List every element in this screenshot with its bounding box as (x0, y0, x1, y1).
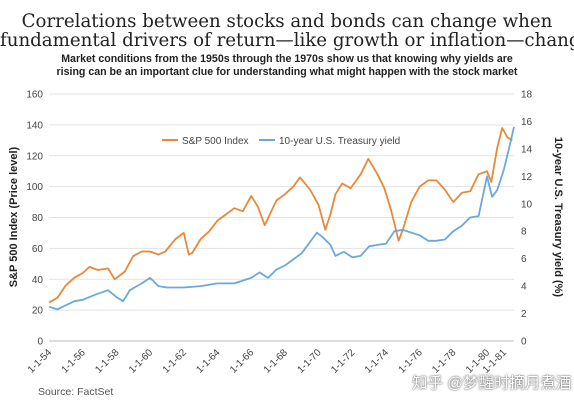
left-tick-label: 120 (26, 151, 43, 162)
x-tick-label: 1-1-74 (363, 347, 392, 376)
chart-title-line-1: Correlations between stocks and bonds ca… (21, 11, 553, 32)
right-tick-label: 4 (521, 282, 527, 293)
right-tick-label: 8 (521, 227, 527, 238)
legend-label-treasury: 10-year U.S. Treasury yield (279, 136, 400, 147)
left-tick-label: 20 (32, 306, 44, 317)
left-axis-ticks: 0 20 40 60 80 100 120 140 160 (26, 90, 43, 348)
left-tick-label: 40 (32, 275, 44, 286)
legend-label-sp500: S&P 500 Index (182, 136, 249, 147)
right-axis-ticks: 0 2 4 6 8 10 12 14 16 18 (521, 90, 533, 348)
right-axis-label: 10-year U.S. Treasury yield (%) (552, 137, 564, 298)
right-tick-label: 2 (521, 309, 527, 320)
right-tick-label: 16 (521, 117, 533, 128)
right-tick-label: 18 (521, 90, 533, 101)
watermark: 知乎 @梦醒时摘月煮酒 (412, 375, 572, 392)
source-note: Source: FactSet (38, 386, 114, 398)
series-lines (48, 126, 515, 311)
legend: S&P 500 Index 10-year U.S. Treasury yiel… (162, 136, 400, 147)
x-tick-label: 1-1-58 (93, 347, 122, 376)
x-tick-label: 1-1-70 (295, 347, 324, 376)
left-tick-label: 160 (26, 90, 43, 101)
x-tick-label: 1-1-60 (127, 347, 156, 376)
right-tick-label: 10 (521, 199, 533, 210)
x-tick-label: 1-1-54 (26, 347, 55, 376)
x-tick-label: 1-1-66 (228, 347, 257, 376)
right-tick-label: 14 (521, 144, 533, 155)
x-tick-label: 1-1-62 (161, 347, 190, 376)
left-tick-label: 80 (32, 213, 44, 224)
left-tick-label: 60 (32, 244, 44, 255)
right-tick-label: 6 (521, 254, 527, 265)
left-axis-label: S&P 500 Index (Price level) (8, 146, 20, 287)
right-tick-label: 0 (521, 337, 527, 348)
left-tick-label: 0 (37, 337, 43, 348)
x-tick-label: 1-1-56 (60, 347, 89, 376)
left-tick-label: 140 (26, 120, 43, 131)
right-tick-label: 12 (521, 172, 533, 183)
chart-subtitle-line-1: Market conditions from the 1950s through… (61, 53, 513, 65)
x-tick-label: 1-1-68 (262, 347, 291, 376)
x-tick-label: 1-1-72 (329, 347, 358, 376)
gridlines (49, 93, 514, 342)
x-tick-label: 1-1-64 (194, 347, 223, 376)
chart-subtitle-line-2: rising can be an important clue for unde… (56, 66, 518, 78)
left-tick-label: 100 (26, 182, 43, 193)
treasury-yield-series-line (48, 126, 515, 311)
chart-title-line-2: fundamental drivers of return—like growt… (0, 30, 574, 51)
sp500-series-line (48, 127, 513, 304)
